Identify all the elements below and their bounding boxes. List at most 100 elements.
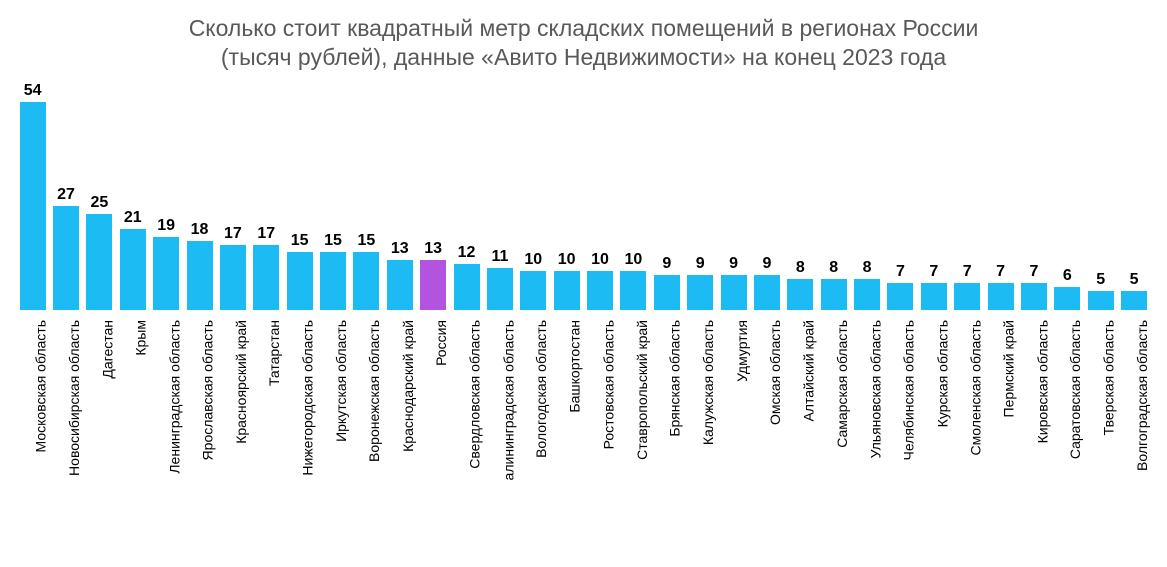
- x-axis-label: Ростовская область: [600, 320, 616, 449]
- bar: [921, 283, 947, 310]
- bar-value-label: 9: [696, 255, 705, 273]
- bar-zone: 10: [583, 80, 616, 310]
- bar-zone: 5: [1084, 80, 1117, 310]
- bar-zone: 17: [250, 80, 283, 310]
- x-label-wrap: Краснодарский край: [383, 316, 416, 546]
- bar-value-label: 19: [157, 217, 175, 235]
- bar: [721, 275, 747, 310]
- bar: [1054, 287, 1080, 310]
- bar-value-label: 5: [1130, 271, 1139, 289]
- bar-zone: 21: [116, 80, 149, 310]
- bar: [220, 245, 246, 310]
- x-axis-label: Вологодская область: [533, 320, 549, 458]
- bar-zone: 7: [917, 80, 950, 310]
- bar: [654, 275, 680, 310]
- x-label-wrap: Красноярский край: [216, 316, 249, 546]
- bar-zone: 10: [550, 80, 583, 310]
- bar: [454, 264, 480, 310]
- x-axis-label: Воронежская область: [366, 320, 382, 462]
- x-axis-label: Челябинская область: [900, 320, 916, 461]
- bar-zone: 27: [49, 80, 82, 310]
- x-label-wrap: Самарская область: [817, 316, 850, 546]
- bar: [1021, 283, 1047, 310]
- bar-value-label: 25: [91, 194, 109, 212]
- bar: [954, 283, 980, 310]
- bar-zone: 8: [850, 80, 883, 310]
- bar-value-label: 27: [57, 186, 75, 204]
- x-label-wrap: Ярославская область: [183, 316, 216, 546]
- bar-value-label: 17: [224, 225, 242, 243]
- bar: [620, 271, 646, 310]
- x-label-wrap: Тверская область: [1084, 316, 1117, 546]
- bar-highlight: [420, 260, 446, 310]
- bar-value-label: 8: [829, 259, 838, 277]
- x-label-wrap: Ростовская область: [583, 316, 616, 546]
- x-label-wrap: Смоленская область: [951, 316, 984, 546]
- bar-value-label: 9: [762, 255, 771, 273]
- bar-zone: 10: [617, 80, 650, 310]
- x-label-wrap: Татарстан: [250, 316, 283, 546]
- x-label-wrap: Башкортостан: [550, 316, 583, 546]
- x-label-wrap: Россия: [417, 316, 450, 546]
- bar: [20, 102, 46, 310]
- bar-value-label: 11: [491, 248, 508, 266]
- x-axis-label: Калужская область: [700, 320, 716, 445]
- bar-zone: 6: [1051, 80, 1084, 310]
- bar: [1088, 291, 1114, 310]
- x-axis-label: Свердловская область: [467, 320, 483, 469]
- bar-zone: 25: [83, 80, 116, 310]
- bar-zone: 7: [1017, 80, 1050, 310]
- bar: [187, 241, 213, 310]
- bar-value-label: 13: [391, 240, 409, 258]
- bar-zone: 13: [417, 80, 450, 310]
- x-label-wrap: Крым: [116, 316, 149, 546]
- x-label-wrap: Новосибирская область: [49, 316, 82, 546]
- plot-area: 54 Московская область 27 Новосибирская обла…: [12, 80, 1155, 558]
- bar: [988, 283, 1014, 310]
- bar: [353, 252, 379, 310]
- x-axis-label: Новосибирская область: [66, 320, 82, 476]
- bar-value-label: 17: [257, 225, 275, 243]
- bar-zone: 12: [450, 80, 483, 310]
- x-axis-label: Башкортостан: [567, 320, 583, 413]
- bar-zone: 9: [717, 80, 750, 310]
- x-axis-label: Московская область: [33, 320, 49, 452]
- x-label-wrap: Брянская область: [650, 316, 683, 546]
- bar-zone: 15: [316, 80, 349, 310]
- bar-value-label: 18: [191, 221, 209, 239]
- bar-zone: 9: [650, 80, 683, 310]
- x-label-wrap: Пермский край: [984, 316, 1017, 546]
- bar-zone: 15: [350, 80, 383, 310]
- bar-zone: 19: [150, 80, 183, 310]
- bar: [854, 279, 880, 310]
- x-label-wrap: Волгоградская область: [1117, 316, 1150, 546]
- x-label-wrap: Саратовская область: [1051, 316, 1084, 546]
- bar-value-label: 15: [358, 232, 376, 250]
- x-axis-label: Ставропольский край: [633, 320, 649, 460]
- x-label-wrap: Алтайский край: [784, 316, 817, 546]
- x-axis-label: Омская область: [767, 320, 783, 425]
- bar-value-label: 10: [524, 251, 542, 269]
- bar-value-label: 10: [558, 251, 576, 269]
- bar-zone: 13: [383, 80, 416, 310]
- x-label-wrap: алининградская область: [483, 316, 516, 546]
- bar-value-label: 54: [24, 82, 42, 100]
- x-label-wrap: Удмуртия: [717, 316, 750, 546]
- bar: [320, 252, 346, 310]
- bar: [687, 275, 713, 310]
- bar-value-label: 10: [625, 251, 643, 269]
- bar-zone: 10: [517, 80, 550, 310]
- x-label-wrap: Свердловская область: [450, 316, 483, 546]
- x-axis-label: Самарская область: [834, 320, 850, 448]
- x-label-wrap: Дагестан: [83, 316, 116, 546]
- chart-title: Сколько стоит квадратный метр складских …: [12, 14, 1155, 72]
- bar: [387, 260, 413, 310]
- bar-zone: 11: [483, 80, 516, 310]
- bar: [86, 214, 112, 310]
- x-label-wrap: Курская область: [917, 316, 950, 546]
- bar-value-label: 9: [729, 255, 738, 273]
- x-label-wrap: Ленинградская область: [150, 316, 183, 546]
- bar: [153, 237, 179, 310]
- bar-value-label: 15: [291, 232, 309, 250]
- bar: [253, 245, 279, 310]
